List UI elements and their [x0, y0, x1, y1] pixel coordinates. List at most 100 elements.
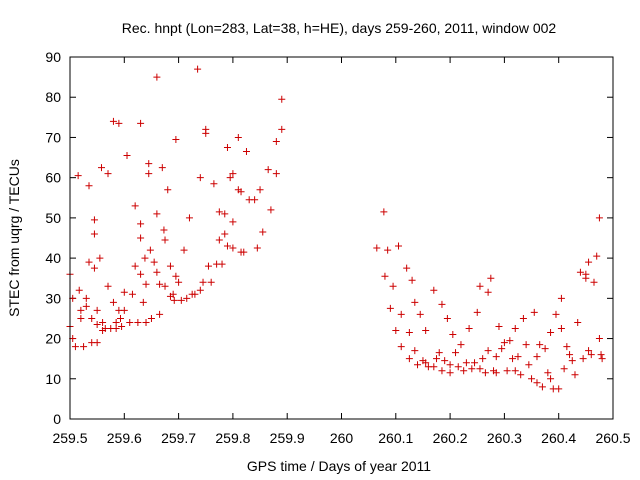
- data-point: [116, 314, 124, 322]
- data-point: [191, 290, 199, 298]
- data-point: [476, 365, 484, 373]
- data-point: [172, 135, 180, 143]
- data-point: [528, 375, 536, 383]
- data-point: [242, 148, 250, 156]
- data-point: [408, 276, 416, 284]
- data-point: [538, 383, 546, 391]
- data-point: [560, 365, 568, 373]
- data-point: [229, 244, 237, 252]
- x-tick-label: 259.8: [215, 430, 250, 446]
- data-point: [465, 325, 473, 332]
- data-point: [452, 349, 460, 357]
- data-point: [170, 296, 178, 304]
- data-point: [147, 314, 155, 322]
- plot-frame: [69, 56, 614, 420]
- data-point: [253, 244, 261, 252]
- data-point: [131, 202, 139, 210]
- data-point: [93, 320, 101, 328]
- data-point: [555, 385, 563, 393]
- data-point: [416, 310, 424, 318]
- data-point: [547, 329, 555, 337]
- data-point: [590, 278, 598, 286]
- data-point: [500, 339, 508, 347]
- data-point: [552, 310, 560, 318]
- data-point: [557, 325, 565, 332]
- data-point: [137, 119, 145, 127]
- data-point: [183, 294, 191, 302]
- data-point: [202, 129, 210, 137]
- data-point: [185, 214, 193, 222]
- data-point: [522, 341, 530, 349]
- data-point: [131, 262, 139, 270]
- y-tick-label: 20: [45, 331, 61, 347]
- y-axis-label: STEC from uqrg / TECUs: [6, 159, 22, 317]
- data-point: [278, 95, 286, 103]
- data-point: [395, 242, 403, 250]
- data-point: [153, 73, 161, 81]
- data-point: [557, 294, 565, 302]
- data-point: [498, 345, 506, 353]
- x-tick-label: 260.5: [595, 430, 630, 446]
- data-point: [137, 220, 145, 228]
- data-point: [256, 186, 264, 194]
- data-point: [438, 300, 446, 308]
- data-point: [446, 361, 454, 369]
- data-point: [509, 355, 517, 363]
- y-tick-label: 60: [45, 170, 61, 186]
- data-point: [547, 375, 555, 383]
- data-point: [473, 308, 481, 316]
- data-point: [373, 244, 381, 252]
- data-point: [82, 294, 90, 302]
- data-point: [462, 359, 470, 367]
- data-point: [533, 353, 541, 361]
- data-point: [403, 264, 411, 272]
- data-point: [585, 347, 593, 355]
- data-point: [536, 341, 544, 349]
- x-tick-label: 260.1: [378, 430, 413, 446]
- data-point: [172, 272, 180, 280]
- data-point: [563, 343, 571, 351]
- data-point: [120, 306, 128, 314]
- data-point: [530, 308, 538, 316]
- data-point: [194, 65, 202, 73]
- data-point: [77, 314, 85, 322]
- data-point: [405, 329, 413, 337]
- data-point: [593, 252, 601, 260]
- data-point: [177, 296, 185, 304]
- y-tick-label: 80: [45, 89, 61, 105]
- data-point: [571, 371, 579, 379]
- data-point: [468, 365, 476, 373]
- data-point: [161, 282, 169, 290]
- data-point: [126, 318, 134, 326]
- data-point: [109, 117, 117, 125]
- data-point: [77, 306, 85, 314]
- data-point: [229, 170, 237, 178]
- data-point: [251, 196, 259, 204]
- data-point: [438, 367, 446, 375]
- data-point: [221, 210, 229, 218]
- data-point: [389, 282, 397, 290]
- data-point: [240, 248, 248, 256]
- data-point: [422, 359, 430, 367]
- data-point: [153, 268, 161, 276]
- data-point: [180, 246, 188, 254]
- data-point: [533, 379, 541, 387]
- data-point: [506, 337, 514, 345]
- data-point: [449, 331, 457, 339]
- y-tick-label: 40: [45, 250, 61, 266]
- data-point: [484, 288, 492, 296]
- data-point: [234, 133, 242, 141]
- data-point: [221, 230, 229, 238]
- data-point: [104, 170, 112, 178]
- y-tick-label: 70: [45, 129, 61, 145]
- data-point: [142, 280, 150, 288]
- data-point: [479, 355, 487, 363]
- data-point: [218, 260, 226, 268]
- data-point: [141, 254, 149, 262]
- data-point: [175, 278, 183, 286]
- data-point: [142, 318, 150, 326]
- x-tick-label: 259.9: [270, 430, 305, 446]
- y-tick-label: 30: [45, 290, 61, 306]
- x-axis-label: GPS time / Days of year 2011: [247, 458, 431, 474]
